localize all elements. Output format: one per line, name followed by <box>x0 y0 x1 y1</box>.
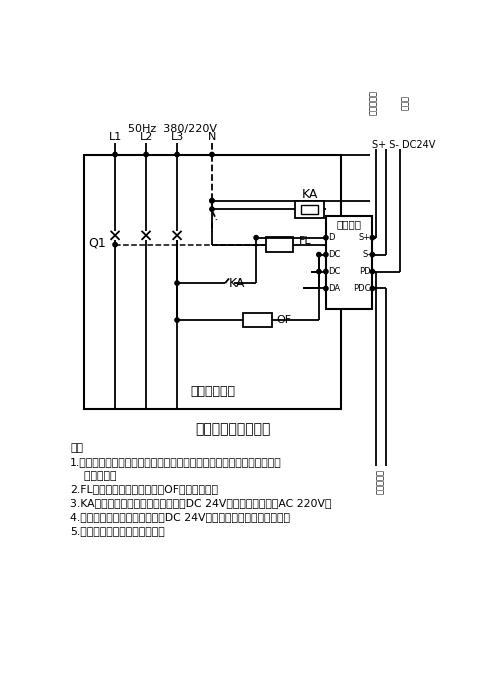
Circle shape <box>210 207 214 212</box>
Bar <box>295 201 324 218</box>
Text: 断路器分励脱扣方式: 断路器分励脱扣方式 <box>195 422 270 437</box>
Circle shape <box>175 153 179 157</box>
Bar <box>326 216 372 308</box>
Text: S+: S+ <box>359 233 371 242</box>
Circle shape <box>113 243 117 247</box>
Text: 1.本图为通过断路器分励脱扣单元切断非消防电源，如普通照明、空调、: 1.本图为通过断路器分励脱扣单元切断非消防电源，如普通照明、空调、 <box>70 457 282 466</box>
Circle shape <box>175 281 179 285</box>
Circle shape <box>370 235 375 240</box>
Text: 3.KA为控制中间继电器，额定电压为DC 24V，触头额定电压为AC 220V。: 3.KA为控制中间继电器，额定电压为DC 24V，触头额定电压为AC 220V。 <box>70 498 332 508</box>
Circle shape <box>210 153 214 157</box>
Text: L2: L2 <box>139 132 153 142</box>
Text: DC: DC <box>328 250 341 259</box>
Circle shape <box>324 269 328 274</box>
Text: DC: DC <box>328 267 341 276</box>
Text: N: N <box>208 132 216 142</box>
Circle shape <box>324 286 328 291</box>
Text: 4.控制模块规格为：控制输出：DC 24V；返回信号为无源接点信号。: 4.控制模块规格为：控制输出：DC 24V；返回信号为无源接点信号。 <box>70 512 290 522</box>
Text: 2.FL为分励脱扣线圈及接点，OF为辅助接点。: 2.FL为分励脱扣线圈及接点，OF为辅助接点。 <box>70 485 218 494</box>
Text: 配电箱（柜）: 配电箱（柜） <box>190 385 235 398</box>
Text: PD: PD <box>359 267 371 276</box>
Circle shape <box>324 235 328 240</box>
Circle shape <box>317 252 321 257</box>
Bar <box>84 155 341 409</box>
Text: L1: L1 <box>108 132 122 142</box>
Text: OF: OF <box>276 315 291 325</box>
Circle shape <box>317 269 321 274</box>
Circle shape <box>254 235 258 240</box>
Text: DA: DA <box>328 284 340 293</box>
Text: KA: KA <box>229 277 246 290</box>
Circle shape <box>144 153 148 157</box>
Bar <box>301 205 318 214</box>
Text: 排风机等。: 排风机等。 <box>70 471 117 481</box>
Text: S+ S- DC24V: S+ S- DC24V <box>372 140 436 150</box>
Text: KA: KA <box>301 188 318 201</box>
Text: L3: L3 <box>171 132 184 142</box>
Text: 50Hz  380/220V: 50Hz 380/220V <box>128 124 217 134</box>
Circle shape <box>210 199 214 203</box>
Circle shape <box>370 269 375 274</box>
Circle shape <box>210 199 214 203</box>
Circle shape <box>175 318 179 322</box>
Text: 5.控制模块可就地或集中安装。: 5.控制模块可就地或集中安装。 <box>70 526 165 536</box>
Text: 联动返回线: 联动返回线 <box>376 469 385 494</box>
Bar <box>243 313 272 327</box>
Text: 注：: 注： <box>70 443 83 453</box>
Text: 联动控制线: 联动控制线 <box>369 90 378 115</box>
Text: S-: S- <box>363 250 371 259</box>
Text: PDC: PDC <box>353 284 371 293</box>
Circle shape <box>324 252 328 257</box>
Text: FL: FL <box>299 236 311 245</box>
Circle shape <box>370 286 375 291</box>
Text: 电源线: 电源线 <box>401 96 410 111</box>
Bar <box>266 237 293 252</box>
Circle shape <box>370 252 375 257</box>
Text: 控制模块: 控制模块 <box>337 219 362 228</box>
Text: Q1: Q1 <box>89 237 106 250</box>
Text: D: D <box>328 233 335 242</box>
Circle shape <box>113 153 117 157</box>
